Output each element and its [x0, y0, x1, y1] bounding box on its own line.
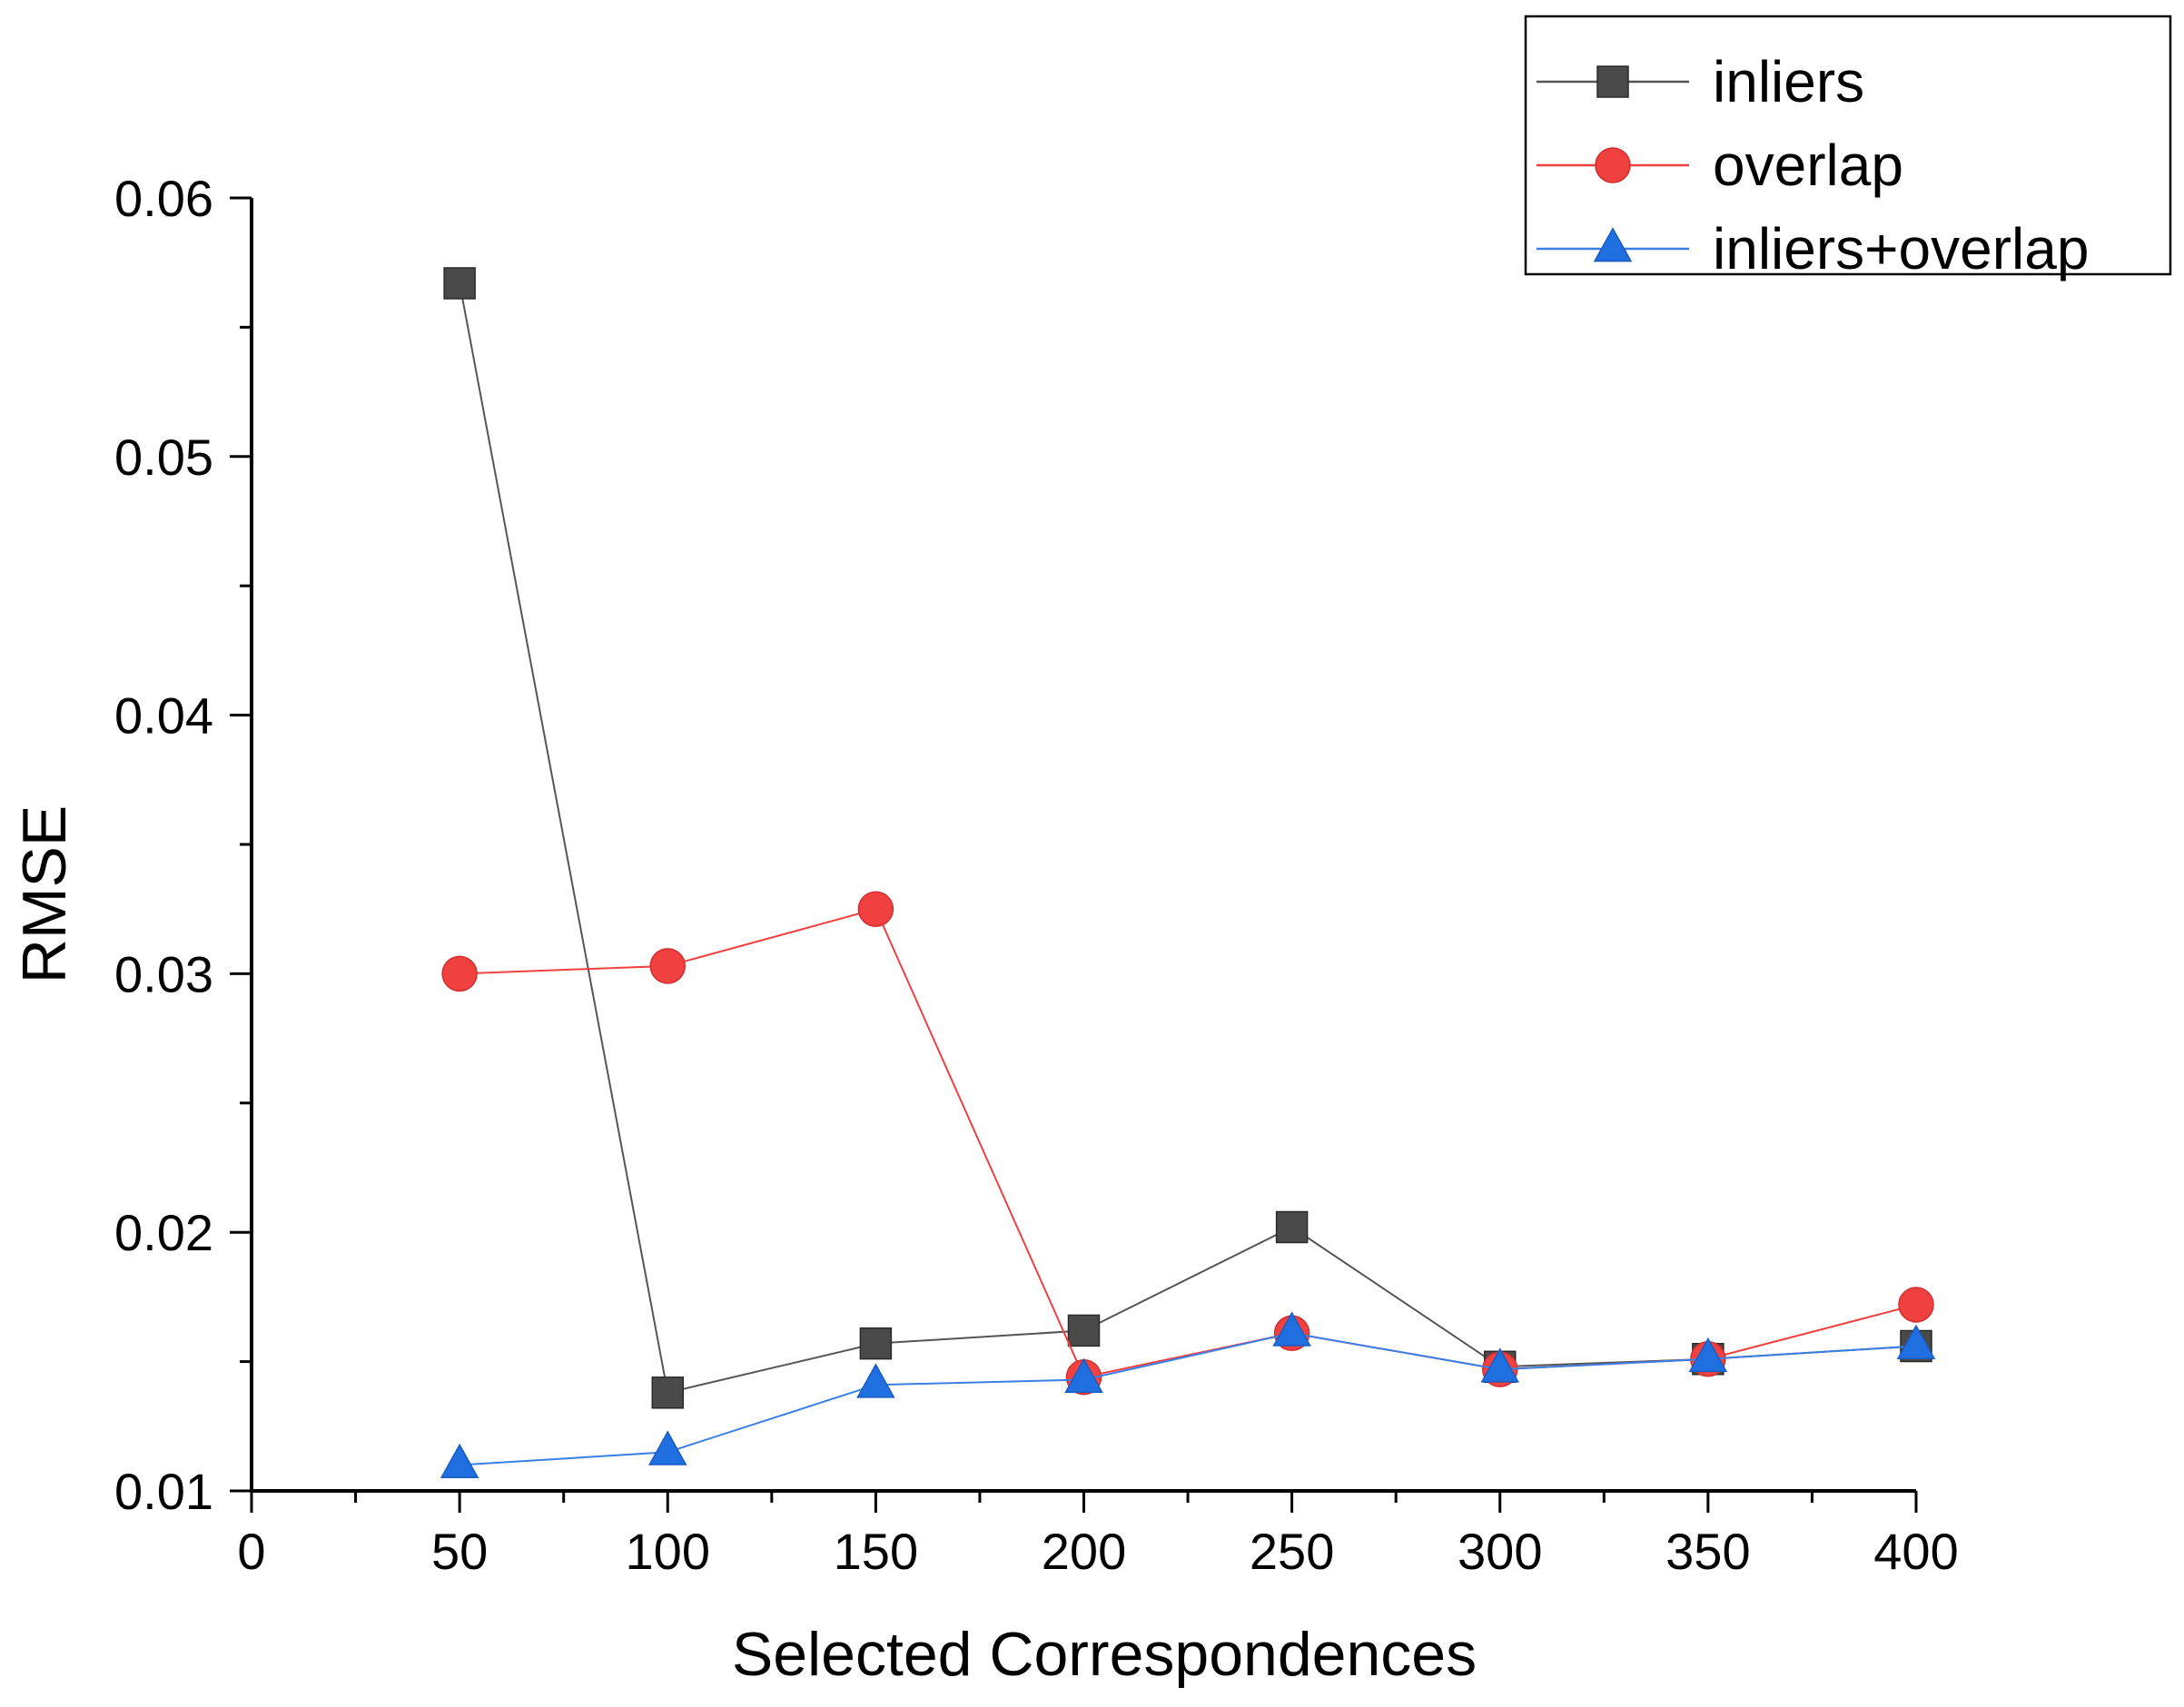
series-layer — [440, 267, 1936, 1478]
data-point-inliers — [443, 267, 476, 300]
x-tick-label: 350 — [1665, 1523, 1750, 1580]
data-point-overlap — [649, 948, 686, 984]
series-inliers-overlap — [440, 1311, 1936, 1478]
legend-box — [1524, 15, 2172, 276]
axes-layer: 0 50 100 150 200 250 300 350 400 0.01 0.02 0.03 0.04… — [114, 170, 1959, 1580]
data-point-inliers-overlap — [647, 1430, 687, 1465]
series-line-inliers-overlap — [460, 1332, 1917, 1466]
y-tick-label: 0.05 — [114, 429, 213, 486]
y-tick-label: 0.01 — [114, 1463, 213, 1520]
data-point-inliers-overlap — [856, 1363, 895, 1398]
legend-marker — [1596, 65, 1629, 98]
y-tick-label: 0.04 — [114, 687, 213, 745]
data-point-inliers — [1067, 1314, 1101, 1347]
x-tick-label: 100 — [626, 1523, 710, 1580]
x-tick-label: 200 — [1042, 1523, 1126, 1580]
legend-item-inliers-overlap: inliers+overlap — [1537, 216, 2089, 281]
legend: inliers overlap inliers+overlap — [1524, 15, 2172, 281]
legend-label: overlap — [1713, 133, 1903, 198]
series-overlap — [441, 891, 1934, 1396]
legend-item-inliers: inliers — [1537, 49, 1864, 114]
x-tick-label: 0 — [237, 1523, 265, 1580]
data-point-inliers — [1275, 1210, 1309, 1244]
x-tick-label: 400 — [1873, 1523, 1958, 1580]
legend-label: inliers — [1713, 49, 1864, 114]
data-point-overlap — [857, 891, 894, 927]
x-tick-label: 250 — [1250, 1523, 1334, 1580]
x-tick-label: 300 — [1458, 1523, 1542, 1580]
legend-marker — [1595, 147, 1631, 183]
series-inliers — [443, 267, 1932, 1409]
data-point-inliers-overlap — [1272, 1311, 1311, 1347]
data-point-inliers-overlap — [1064, 1357, 1103, 1393]
y-axis-label: RMSE — [10, 805, 79, 983]
legend-item-overlap: overlap — [1537, 133, 1903, 198]
labels-layer: Selected Correspondences RMSE — [10, 805, 1477, 1689]
y-tick-label: 0.02 — [114, 1204, 213, 1261]
y-tick-label: 0.06 — [114, 170, 213, 227]
data-point-inliers-overlap — [1896, 1324, 1936, 1359]
data-point-inliers-overlap — [1480, 1347, 1520, 1383]
legend-marker — [1593, 227, 1633, 262]
data-point-inliers — [859, 1327, 893, 1360]
data-point-inliers-overlap — [1688, 1337, 1728, 1373]
x-tick-label: 150 — [834, 1523, 918, 1580]
x-axis-label: Selected Correspondences — [732, 1620, 1477, 1689]
y-tick-label: 0.03 — [114, 945, 213, 1002]
legend-label: inliers+overlap — [1713, 216, 2089, 281]
data-point-inliers — [651, 1376, 684, 1409]
data-point-inliers-overlap — [440, 1443, 479, 1478]
x-tick-label: 50 — [431, 1523, 488, 1580]
data-point-overlap — [441, 955, 478, 992]
series-line-inliers — [459, 282, 1917, 1394]
data-point-overlap — [1898, 1287, 1934, 1323]
